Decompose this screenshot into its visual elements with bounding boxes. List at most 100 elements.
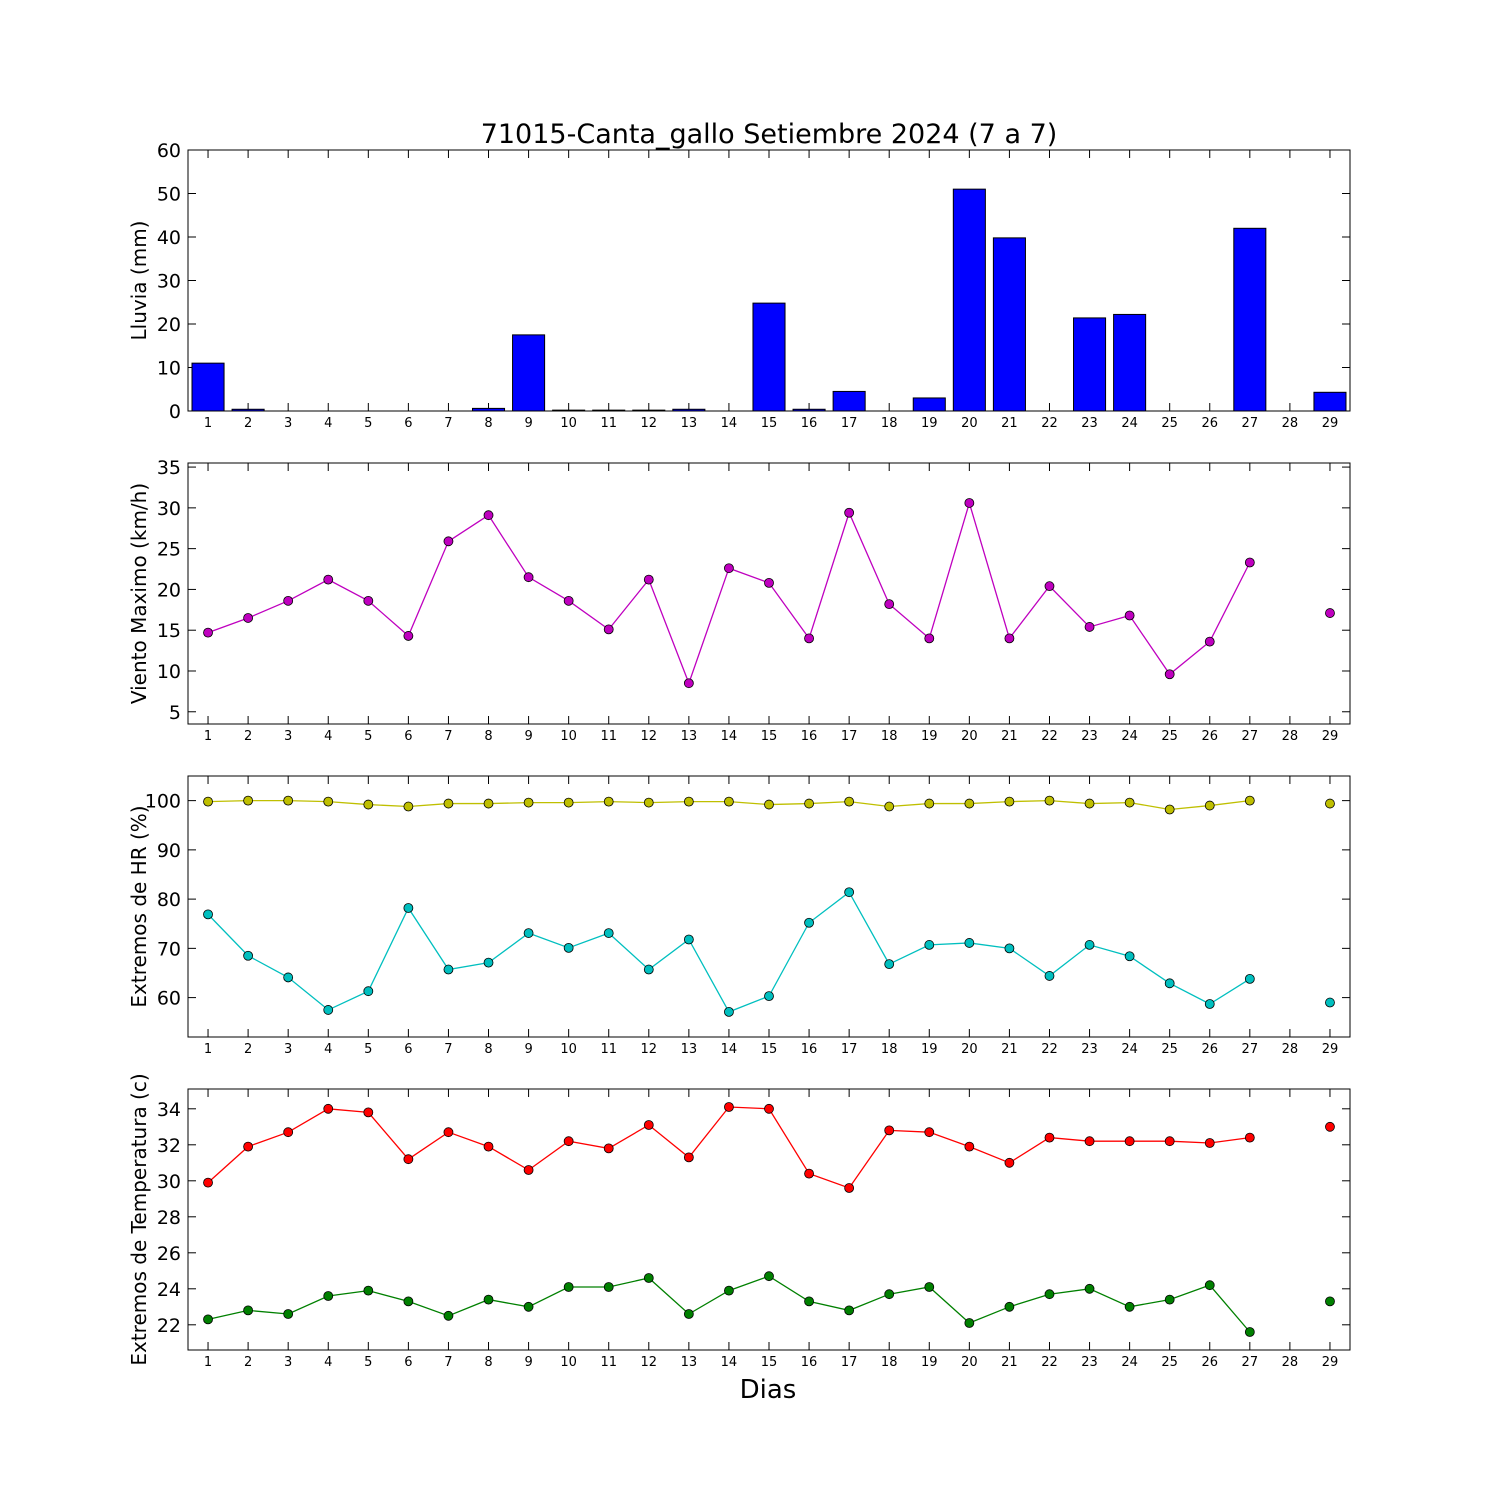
y-tick-label: 22 — [157, 1315, 181, 1337]
x-tick-label: 16 — [801, 1042, 818, 1057]
point-day-19 — [924, 633, 935, 644]
point-day-1 — [203, 909, 213, 920]
x-tick-label: 19 — [921, 1355, 938, 1370]
x-tick-label: 24 — [1121, 416, 1138, 431]
point-day-6 — [403, 903, 414, 913]
y-tick-label: 10 — [157, 661, 181, 683]
x-tick-label: 5 — [364, 1042, 372, 1057]
x-tick-label: 15 — [761, 1355, 778, 1370]
x-tick-label: 21 — [1001, 416, 1018, 431]
bar-day-17 — [832, 390, 866, 412]
point-day-23 — [1084, 940, 1095, 950]
point-day-23 — [1084, 798, 1095, 809]
point-day-29 — [1325, 608, 1335, 618]
x-tick-label: 26 — [1201, 729, 1218, 744]
y-tick-label: 10 — [157, 358, 181, 380]
bar-day-24 — [1113, 313, 1147, 412]
point-day-2 — [243, 1141, 254, 1152]
point-day-10 — [563, 797, 574, 808]
point-day-29 — [1325, 1121, 1335, 1132]
x-tick-label: 29 — [1322, 416, 1339, 431]
point-day-13 — [683, 678, 694, 689]
y-tick-label: 25 — [157, 539, 181, 561]
point-day-23 — [1084, 1283, 1095, 1294]
y-tick-label: 24 — [157, 1279, 181, 1301]
point-day-13 — [683, 1309, 694, 1319]
x-tick-label: 8 — [484, 1042, 492, 1057]
y-tick-label: 60 — [157, 988, 181, 1010]
point-day-15 — [764, 1103, 774, 1114]
x-tick-label: 1 — [204, 1042, 212, 1057]
x-tick-label: 13 — [681, 416, 698, 431]
point-day-27 — [1244, 795, 1255, 806]
x-tick-label: 17 — [841, 1042, 858, 1057]
bar-day-21 — [992, 237, 1026, 412]
x-tick-label: 2 — [244, 1042, 252, 1057]
x-tick-label: 23 — [1081, 416, 1098, 431]
point-day-7 — [443, 1127, 454, 1138]
point-day-8 — [483, 798, 494, 809]
point-day-2 — [243, 950, 254, 961]
point-day-26 — [1204, 1138, 1215, 1148]
y-tick-label: 20 — [157, 579, 181, 601]
point-day-7 — [443, 964, 454, 975]
x-tick-label: 4 — [324, 416, 332, 431]
x-tick-label: 29 — [1322, 1355, 1339, 1370]
point-day-12 — [643, 1273, 654, 1283]
x-tick-label: 3 — [284, 1042, 292, 1057]
x-tick-label: 18 — [881, 729, 898, 744]
x-tick-label: 26 — [1201, 1042, 1218, 1057]
x-tick-label: 16 — [801, 416, 818, 431]
point-day-12 — [643, 964, 654, 975]
point-day-16 — [804, 917, 814, 928]
x-tick-label: 10 — [560, 1042, 577, 1057]
x-tick-label: 9 — [524, 1355, 532, 1370]
point-day-11 — [603, 1143, 614, 1154]
point-day-6 — [403, 631, 414, 641]
point-day-13 — [683, 934, 694, 945]
point-day-22 — [1044, 1289, 1055, 1300]
point-day-1 — [203, 1177, 213, 1188]
x-tick-label: 11 — [600, 1042, 617, 1057]
y-tick-label: 30 — [157, 1171, 181, 1193]
x-tick-label: 1 — [204, 729, 212, 744]
y-axis-label: Extremos de HR (%) — [127, 805, 151, 1007]
x-tick-label: 28 — [1282, 416, 1299, 431]
x-tick-label: 22 — [1041, 1355, 1058, 1370]
x-tick-label: 23 — [1081, 1355, 1098, 1370]
point-day-26 — [1204, 1280, 1215, 1291]
y-tick-label: 35 — [157, 457, 181, 479]
point-day-2 — [243, 613, 254, 623]
x-tick-label: 17 — [841, 416, 858, 431]
point-day-16 — [804, 1168, 814, 1179]
x-tick-label: 10 — [560, 729, 577, 744]
y-tick-label: 90 — [157, 840, 181, 862]
x-tick-label: 14 — [721, 1042, 738, 1057]
point-day-3 — [283, 595, 294, 606]
point-day-23 — [1084, 1136, 1095, 1147]
x-tick-label: 3 — [284, 729, 292, 744]
y-tick-label: 70 — [157, 938, 181, 960]
point-day-8 — [483, 1294, 494, 1305]
x-tick-label: 7 — [444, 729, 452, 744]
x-tick-label: 10 — [560, 416, 577, 431]
point-day-25 — [1164, 978, 1175, 989]
bar-day-16 — [792, 408, 826, 412]
point-day-9 — [523, 1301, 534, 1312]
point-day-20 — [964, 498, 975, 508]
point-day-4 — [323, 1005, 334, 1015]
point-day-11 — [603, 624, 614, 635]
point-day-24 — [1124, 1136, 1135, 1147]
point-day-29 — [1325, 1296, 1335, 1307]
x-tick-label: 11 — [600, 416, 617, 431]
bar-day-15 — [752, 302, 786, 412]
bar-day-13 — [672, 408, 706, 412]
x-tick-label: 4 — [324, 1355, 332, 1370]
point-day-3 — [283, 795, 294, 806]
x-tick-label: 24 — [1121, 1042, 1138, 1057]
bar-day-19 — [912, 397, 946, 412]
point-day-25 — [1164, 1294, 1175, 1305]
point-day-19 — [924, 1127, 935, 1138]
x-tick-label: 18 — [881, 416, 898, 431]
x-tick-label: 20 — [961, 416, 978, 431]
